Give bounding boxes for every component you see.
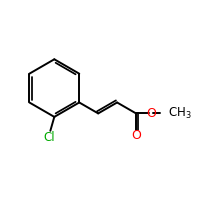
Text: O: O xyxy=(131,129,141,142)
Text: CH$_3$: CH$_3$ xyxy=(168,106,192,121)
Text: O: O xyxy=(146,107,156,120)
Text: Cl: Cl xyxy=(44,131,55,144)
